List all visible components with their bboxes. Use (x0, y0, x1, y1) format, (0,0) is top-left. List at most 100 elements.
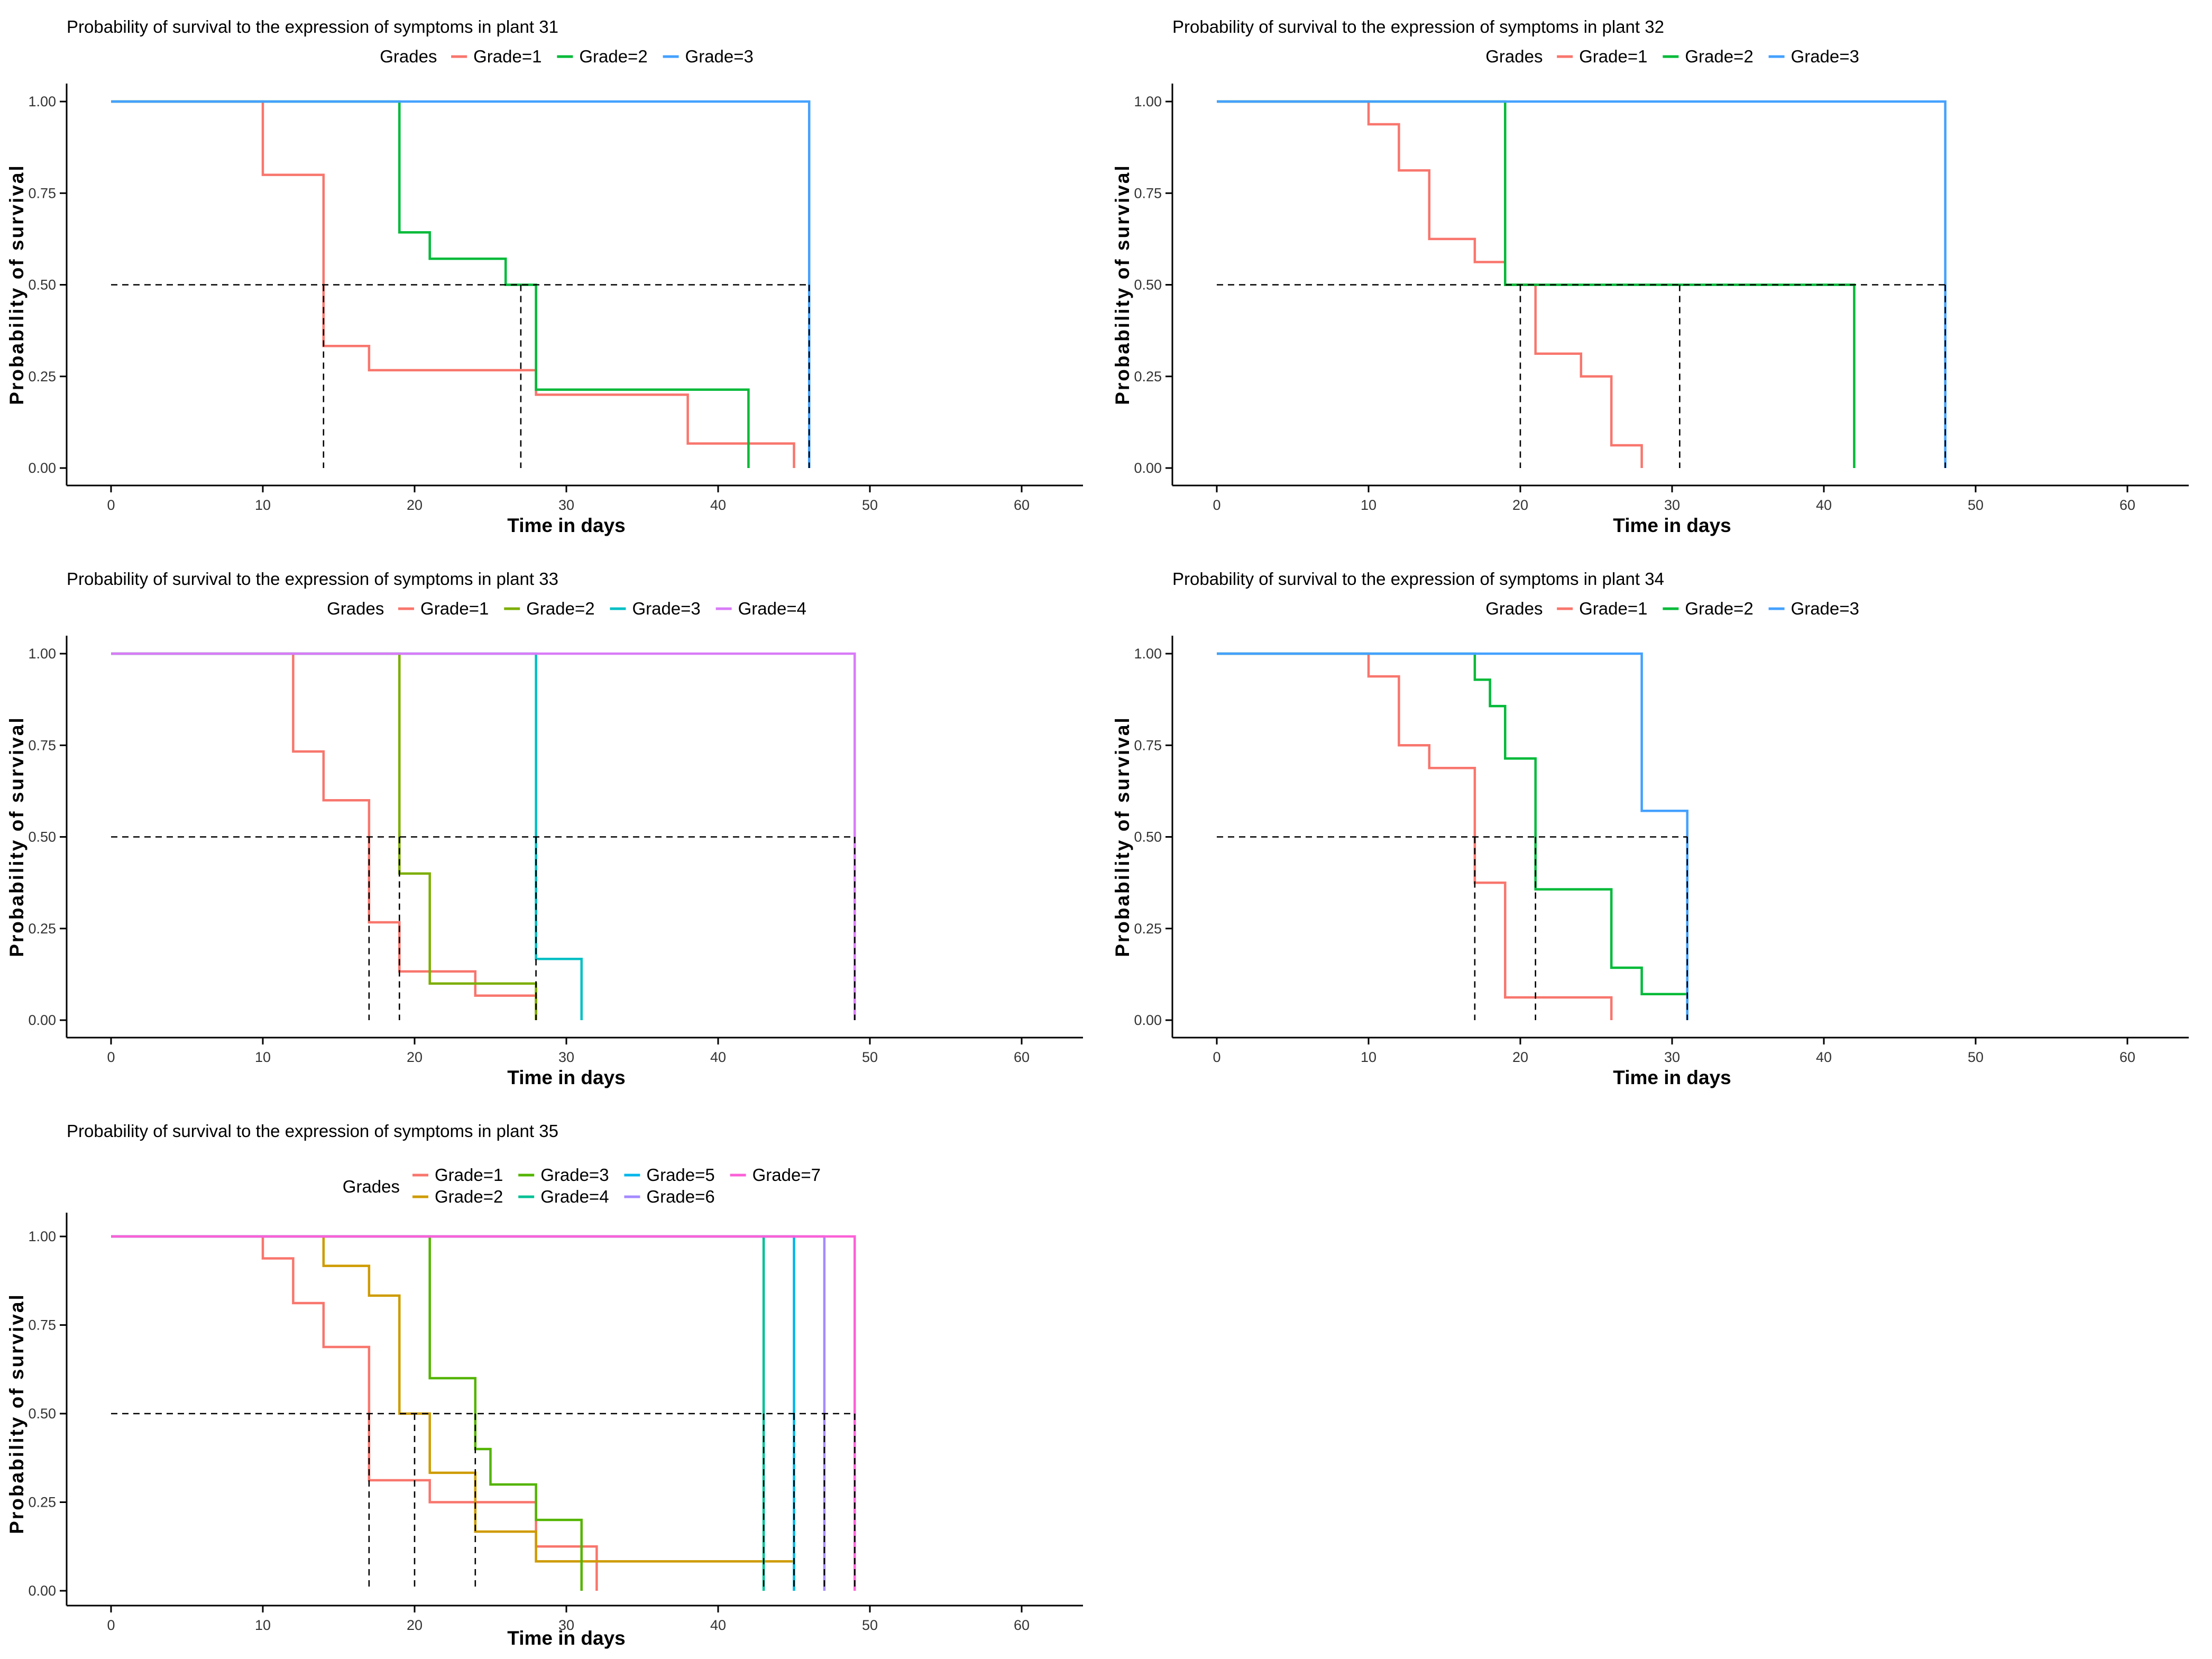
y-tick-label: 0.75 (28, 737, 56, 753)
chart-title: Probability of survival to the expressio… (67, 569, 558, 589)
x-tick-label: 0 (1213, 1049, 1220, 1065)
panel-plant-34: 0 10 20 30 40 50 60 0.00 0.25 0.50 0.75 1.00 Grades G… (1106, 552, 2212, 1104)
x-tick-label: 10 (255, 497, 271, 513)
legend-item-grade-3: Grade=3 (1791, 599, 1859, 618)
legend-title: Grades (1485, 47, 1543, 66)
x-tick-label: 10 (1361, 1049, 1376, 1065)
y-tick-label: 0.75 (28, 185, 56, 201)
panel-plant-31: 0 10 20 30 40 50 60 0.00 0.25 0.50 0.75 1.00 Grades G… (0, 0, 1106, 552)
x-tick-label: 0 (107, 497, 115, 513)
x-tick-label: 40 (1816, 497, 1832, 513)
x-tick-label: 60 (2119, 1049, 2135, 1065)
y-tick-label: 0.25 (28, 921, 56, 937)
plot-area-plant-31: 0 10 20 30 40 50 60 0.00 0.25 0.50 0.75 1.00 Grades G… (28, 47, 1083, 513)
x-tick-label: 0 (107, 1617, 115, 1633)
x-tick-label: 40 (710, 1617, 726, 1633)
y-tick-label: 0.50 (28, 1406, 56, 1422)
legend-item-grade-1: Grade=1 (1579, 599, 1647, 618)
legend-item-grade-4: Grade=4 (738, 599, 806, 618)
x-tick-label: 0 (107, 1049, 115, 1065)
legend-item-grade-3: Grade=3 (685, 47, 754, 66)
x-tick-label: 60 (1014, 1617, 1030, 1633)
survival-chart-plant-33: 0 10 20 30 40 50 60 0.00 0.25 0.50 0.75 1.00 Grades G… (6, 569, 1083, 1088)
y-tick-label: 0.75 (28, 1317, 56, 1333)
x-tick-label: 30 (558, 1617, 574, 1633)
km-curve-grade-2-plant-32 (1217, 100, 1856, 468)
km-curve-grade-1-plant-31 (111, 100, 795, 468)
x-tick-label: 30 (1664, 497, 1680, 513)
x-tick-label: 10 (1361, 497, 1376, 513)
y-tick-label: 0.25 (28, 1495, 56, 1510)
y-tick-label: 0.50 (28, 829, 56, 845)
legend-item-grade-2: Grade=2 (526, 599, 594, 618)
x-tick-label: 20 (407, 497, 423, 513)
y-tick-label: 1.00 (28, 94, 56, 109)
y-axis-title: Probability of survival (6, 716, 27, 957)
y-tick-label: 0.25 (1134, 369, 1162, 384)
km-curve-grade-1-plant-34 (1217, 652, 1613, 1020)
survival-chart-plant-32: 0 10 20 30 40 50 60 0.00 0.25 0.50 0.75 1.00 Grades G… (1112, 17, 2189, 536)
x-tick-label: 30 (558, 497, 574, 513)
y-tick-label: 0.50 (1134, 277, 1162, 293)
y-axis-title: Probability of survival (6, 1293, 27, 1534)
y-tick-label: 0.25 (1134, 921, 1162, 937)
y-tick-label: 1.00 (1134, 646, 1162, 662)
y-tick-label: 0.25 (28, 369, 56, 384)
y-axis-title: Probability of survival (1112, 716, 1133, 957)
x-tick-label: 20 (1512, 497, 1528, 513)
km-curve-grade-2-plant-31 (111, 100, 750, 468)
legend-item-grade-1: Grade=1 (435, 1165, 503, 1185)
y-axis-title: Probability of survival (6, 164, 27, 405)
x-tick-label: 40 (710, 1049, 726, 1065)
x-tick-label: 50 (862, 1617, 878, 1633)
y-tick-label: 0.75 (1134, 737, 1162, 753)
legend-item-grade-1: Grade=1 (473, 47, 541, 66)
x-tick-label: 30 (1664, 1049, 1680, 1065)
km-curve-grade-3-plant-35 (111, 1235, 583, 1591)
x-tick-label: 50 (1968, 497, 1984, 513)
survival-chart-plant-31: 0 10 20 30 40 50 60 0.00 0.25 0.50 0.75 1.00 Grades G… (6, 17, 1083, 536)
plot-area-plant-34: 0 10 20 30 40 50 60 0.00 0.25 0.50 0.75 1.00 Grades G… (1134, 599, 2189, 1065)
legend-item-grade-4: Grade=4 (540, 1187, 609, 1206)
legend-item-grade-1: Grade=1 (1579, 47, 1647, 66)
x-axis-title: Time in days (507, 515, 625, 536)
panel-plant-32: 0 10 20 30 40 50 60 0.00 0.25 0.50 0.75 1.00 Grades G… (1106, 0, 2212, 552)
x-tick-label: 60 (2119, 497, 2135, 513)
legend-item-grade-3: Grade=3 (632, 599, 700, 618)
legend-title: Grades (327, 599, 384, 618)
y-tick-label: 0.00 (28, 1583, 56, 1599)
x-axis-title: Time in days (1613, 515, 1731, 536)
y-tick-label: 0.00 (1134, 460, 1162, 476)
x-tick-label: 60 (1014, 1049, 1030, 1065)
y-tick-label: 0.00 (1134, 1012, 1162, 1028)
x-tick-label: 20 (1512, 1049, 1528, 1065)
x-tick-label: 20 (407, 1049, 423, 1065)
km-curve-grade-3-plant-34 (1217, 652, 1688, 1020)
y-tick-label: 0.75 (1134, 185, 1162, 201)
x-tick-label: 50 (1968, 1049, 1984, 1065)
y-tick-label: 1.00 (28, 646, 56, 662)
legend-item-grade-3: Grade=3 (1791, 47, 1859, 66)
plot-area-plant-33: 0 10 20 30 40 50 60 0.00 0.25 0.50 0.75 1.00 Grades G… (28, 599, 1083, 1065)
legend-title: Grades (1485, 599, 1543, 618)
km-curve-grade-2-plant-35 (111, 1235, 795, 1591)
legend-item-grade-2: Grade=2 (579, 47, 647, 66)
legend-item-grade-6: Grade=6 (646, 1187, 714, 1206)
km-curve-grade-1-plant-33 (111, 652, 537, 1020)
legend-item-grade-1: Grade=1 (420, 599, 489, 618)
panel-plant-35: 0 10 20 30 40 50 60 0.00 0.25 0.50 0.75 1.00 Grades G… (0, 1104, 1106, 1656)
legend-item-grade-2: Grade=2 (1685, 47, 1753, 66)
legend-item-grade-2: Grade=2 (1685, 599, 1753, 618)
x-tick-label: 10 (255, 1049, 271, 1065)
chart-title: Probability of survival to the expressio… (1172, 17, 1664, 36)
y-tick-label: 0.50 (28, 277, 56, 293)
legend-title: Grades (380, 47, 437, 66)
x-tick-label: 50 (862, 497, 878, 513)
plot-area-plant-32: 0 10 20 30 40 50 60 0.00 0.25 0.50 0.75 1.00 Grades G… (1134, 47, 2189, 513)
x-axis-title: Time in days (507, 1067, 625, 1088)
x-axis-title: Time in days (507, 1627, 625, 1649)
x-tick-label: 30 (558, 1049, 574, 1065)
x-axis-title: Time in days (1613, 1067, 1731, 1088)
y-tick-label: 0.00 (28, 1012, 56, 1028)
x-tick-label: 40 (710, 497, 726, 513)
